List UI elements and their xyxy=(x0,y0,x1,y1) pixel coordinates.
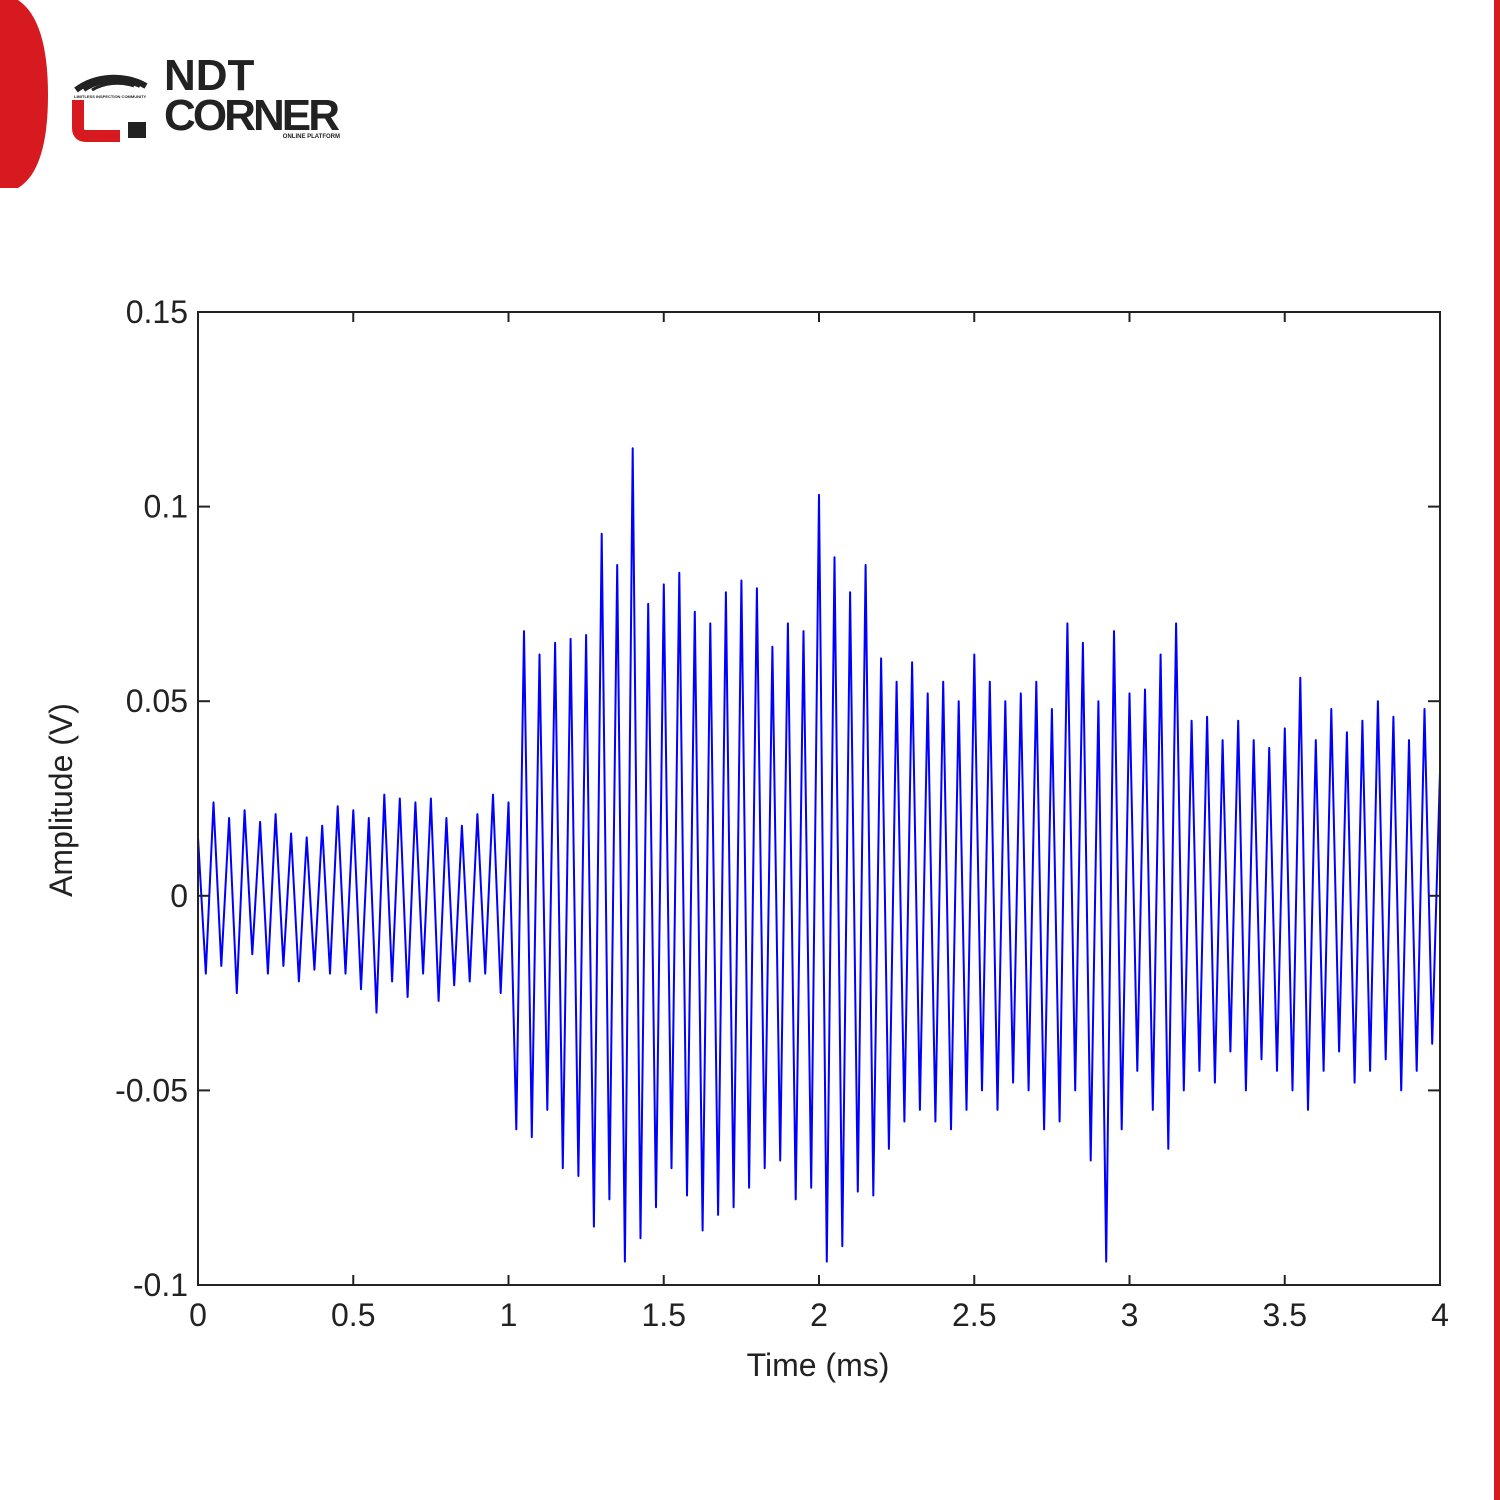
x-tick-label: 1.5 xyxy=(642,1297,686,1333)
y-tick-label: -0.1 xyxy=(133,1267,188,1303)
corner-accent xyxy=(0,0,48,188)
x-tick-label: 2.5 xyxy=(952,1297,996,1333)
edge-accent xyxy=(1494,0,1500,1500)
y-tick-label: 0.05 xyxy=(126,683,188,719)
logo-block xyxy=(128,122,146,138)
y-tick-label: 0.1 xyxy=(144,489,188,525)
x-tick-label: 3 xyxy=(1121,1297,1139,1333)
y-axis-label: Amplitude (V) xyxy=(43,703,79,897)
logo-c xyxy=(72,100,120,142)
plot: 0 0.5 1 1.5 2 2.5 3 3.5 4 -0.1 -0.05 0 0.05 0.1 0.15 xyxy=(115,294,1449,1333)
x-tick-label: 1 xyxy=(500,1297,518,1333)
logo-arc xyxy=(74,74,148,93)
logo: LIMITLESS INSPECTION COMMUNITY NDT CORNE… xyxy=(72,51,340,142)
y-tick-label: -0.05 xyxy=(115,1072,188,1108)
logo-line1: NDT xyxy=(164,51,255,100)
logo-arc xyxy=(91,81,135,92)
x-axis-label: Time (ms) xyxy=(747,1347,890,1383)
x-tick-label: 4 xyxy=(1431,1297,1449,1333)
logo-line2: CORNER xyxy=(164,91,340,140)
x-tick-label: 3.5 xyxy=(1263,1297,1307,1333)
logo-tagline: LIMITLESS INSPECTION COMMUNITY xyxy=(74,94,147,99)
y-tick-label: 0 xyxy=(170,878,188,914)
y-tick-label: 0.15 xyxy=(126,294,188,330)
signal-line xyxy=(197,447,1441,1263)
x-tick-label: 2 xyxy=(810,1297,828,1333)
logo-subtitle: ONLINE PLATFORM xyxy=(283,134,340,140)
x-tick-label: 0.5 xyxy=(331,1297,375,1333)
logo-arc xyxy=(82,78,141,92)
x-tick-label: 0 xyxy=(189,1297,207,1333)
